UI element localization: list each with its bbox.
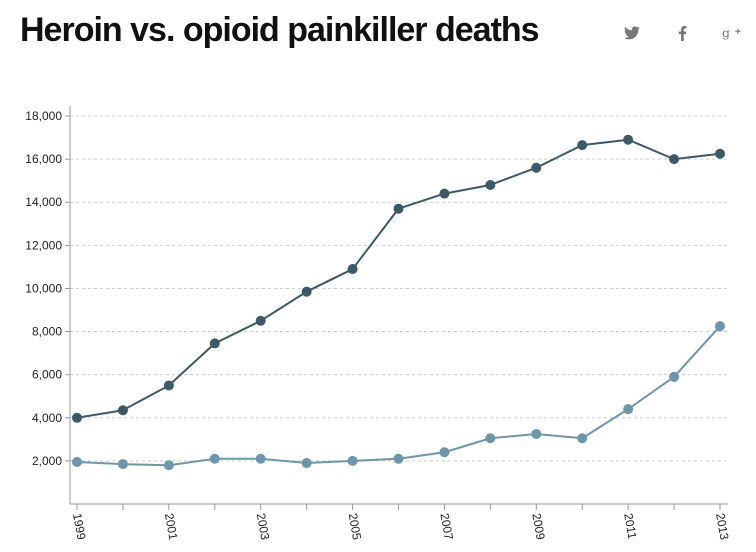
data-point [531, 428, 542, 439]
data-point [301, 286, 312, 297]
data-point [669, 154, 680, 165]
facebook-share-button[interactable] [670, 22, 694, 44]
data-point [577, 140, 588, 151]
data-series [72, 134, 725, 471]
data-point [117, 405, 128, 416]
x-tick-label: 2001 [162, 512, 180, 541]
data-point [347, 264, 358, 275]
series-line [76, 325, 721, 467]
y-tick-label: 6,000 [32, 368, 62, 382]
data-point [439, 447, 450, 458]
data-point [485, 433, 496, 444]
data-point [301, 458, 312, 469]
google-plus-share-button[interactable]: g [720, 22, 744, 44]
google-plus-icon: g [722, 25, 741, 40]
chart-title: Heroin vs. opioid painkiller deaths [20, 11, 540, 49]
twitter-share-button[interactable] [620, 22, 644, 44]
data-point [209, 453, 220, 464]
data-point [117, 459, 128, 470]
series-line [76, 138, 721, 419]
x-tick-label: 2009 [529, 512, 547, 541]
x-tick-label: 2007 [437, 512, 455, 541]
data-point [623, 134, 634, 145]
data-point [577, 433, 588, 444]
data-point [393, 453, 404, 464]
y-tick-label: 8,000 [32, 325, 62, 339]
data-point [439, 188, 450, 199]
data-point [393, 203, 404, 214]
data-point [347, 455, 358, 466]
data-point [623, 404, 634, 415]
x-tick-label: 2005 [346, 512, 364, 541]
data-point [485, 179, 496, 190]
twitter-icon [624, 26, 640, 40]
x-tick-label: 2003 [254, 512, 272, 541]
series-painkiller [72, 134, 725, 423]
data-point [255, 453, 266, 464]
svg-text:g: g [722, 25, 730, 40]
y-tick-label: 10,000 [25, 281, 62, 295]
y-tick-label: 4,000 [32, 411, 62, 425]
axes [65, 106, 728, 510]
data-point [669, 371, 680, 382]
x-tick-label: 2011 [621, 512, 639, 540]
x-tick-label: 2013 [713, 512, 731, 541]
data-point [715, 321, 725, 332]
tick-labels: 2,000 4,000 6,000 8,000 10,000 12,000 14,000 16… [25, 109, 731, 541]
y-tick-label: 16,000 [25, 152, 62, 166]
share-buttons: g [620, 22, 744, 44]
data-point [531, 162, 542, 173]
data-point [72, 412, 82, 423]
data-point [209, 338, 220, 349]
data-point [163, 380, 174, 391]
y-tick-label: 18,000 [25, 109, 62, 123]
data-point [72, 456, 82, 467]
data-point [255, 315, 266, 326]
data-point [715, 148, 725, 159]
series-heroin [72, 321, 725, 471]
y-tick-label: 14,000 [25, 195, 62, 209]
facebook-icon [678, 25, 686, 41]
x-tick-label: 1999 [70, 512, 88, 541]
y-tick-label: 2,000 [32, 454, 62, 468]
y-tick-label: 12,000 [25, 238, 62, 252]
data-point [163, 460, 174, 471]
